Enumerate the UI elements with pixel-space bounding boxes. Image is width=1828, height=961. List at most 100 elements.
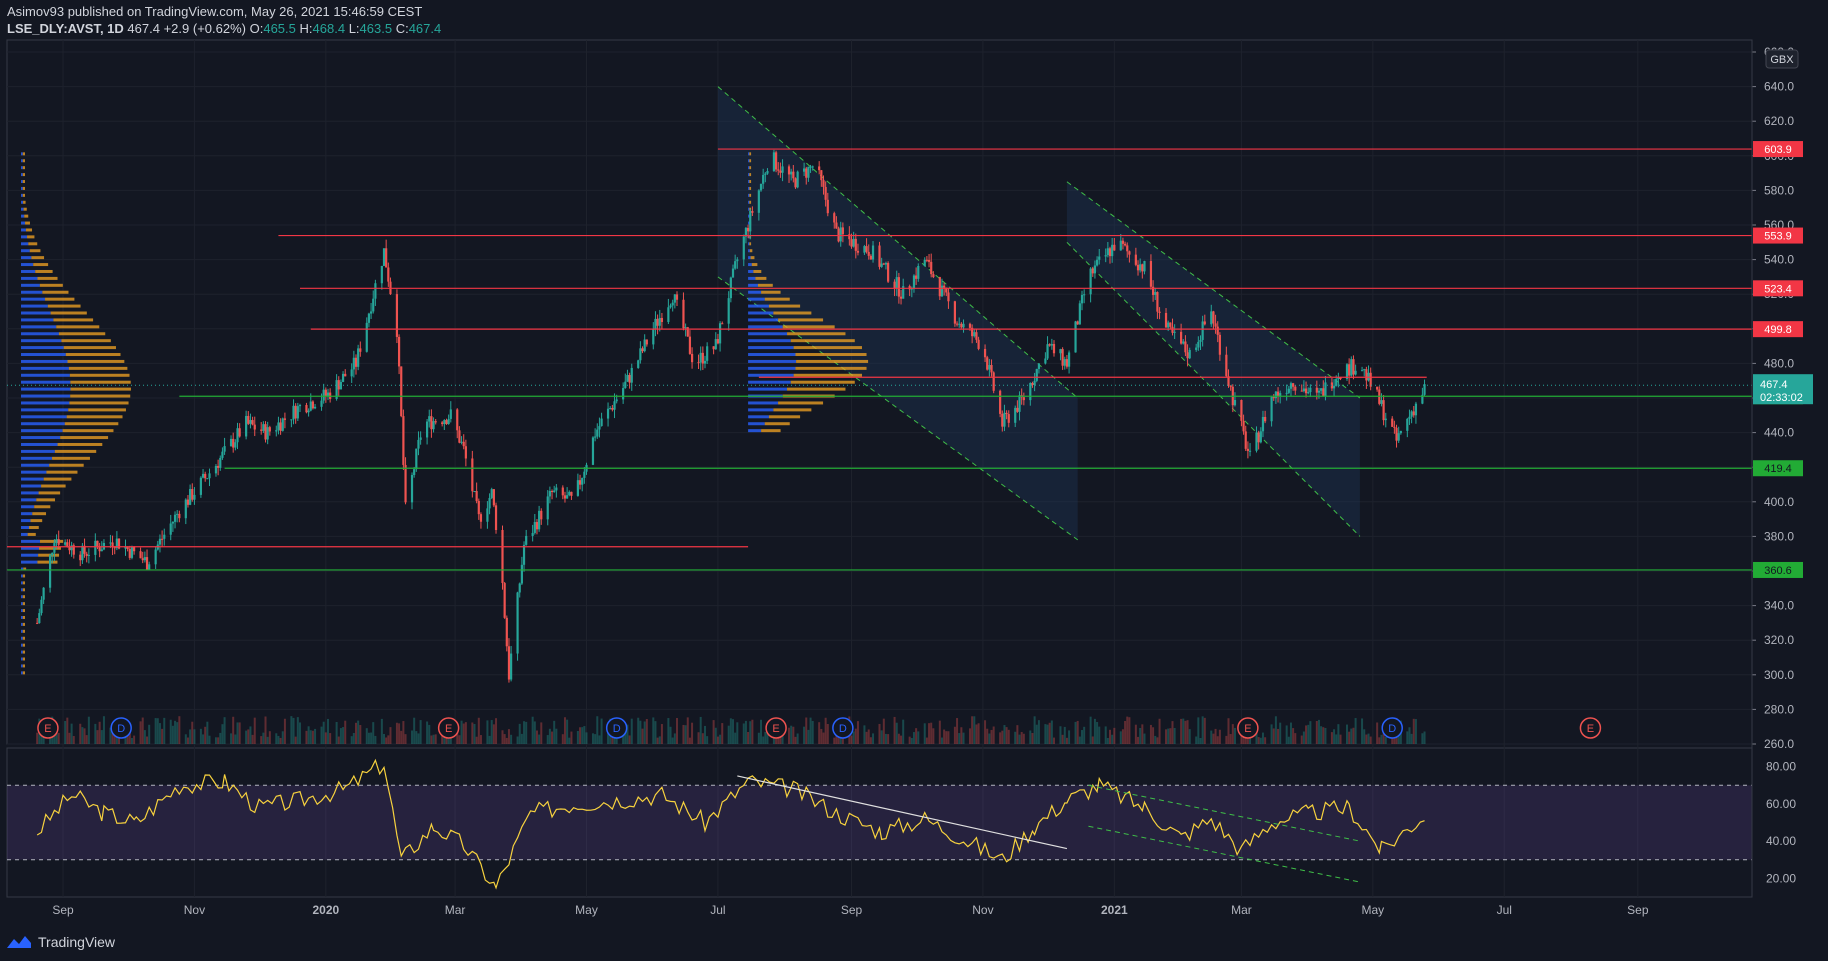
volume-bar	[400, 730, 403, 744]
volume-bar	[796, 733, 799, 744]
candle-body	[1376, 386, 1379, 390]
candle-body	[596, 429, 599, 437]
volume-bar	[387, 735, 390, 744]
volume-bar	[335, 721, 338, 744]
candle-body	[669, 305, 672, 308]
candle-body	[518, 583, 521, 593]
volume-profile-bar	[748, 346, 794, 350]
volume-bar	[154, 718, 157, 744]
candle-body	[1395, 427, 1398, 441]
volume-profile-bar	[764, 422, 790, 426]
volume-bar	[1184, 720, 1187, 744]
volume-bar	[260, 736, 263, 744]
candle-body	[762, 174, 765, 184]
candle-body	[1382, 400, 1385, 421]
volume-bar	[296, 717, 299, 744]
volume-bar	[742, 723, 745, 744]
volume-bar	[1203, 717, 1206, 744]
candle-body	[204, 473, 207, 479]
candle-body	[1279, 393, 1282, 397]
symbol-label[interactable]: LSE_DLY:AVST, 1D	[7, 21, 124, 36]
volume-bar	[355, 722, 357, 744]
volume-bar	[669, 726, 672, 744]
volume-profile-bar	[21, 159, 23, 163]
volume-profile-bar	[21, 449, 55, 453]
volume-profile-bar	[21, 249, 30, 253]
candle-body	[1216, 326, 1219, 335]
volume-bar	[910, 737, 913, 744]
candle-body	[546, 496, 549, 520]
volume-bar	[628, 735, 631, 744]
volume-bar	[415, 731, 418, 744]
volume-bar	[1350, 728, 1353, 744]
volume-bar	[1289, 722, 1292, 744]
volume-bar	[1210, 730, 1213, 744]
volume-bar	[87, 716, 90, 744]
candle-body	[262, 424, 265, 431]
candle-body	[1151, 286, 1155, 295]
candle-body	[117, 538, 121, 549]
volume-profile-bar	[22, 622, 25, 626]
volume-bar	[639, 720, 642, 744]
volume-bar	[790, 725, 793, 744]
candle-body	[721, 323, 724, 325]
candle-body	[787, 166, 791, 175]
volume-profile-bar	[42, 290, 69, 294]
candle-body	[382, 248, 386, 266]
candle-body	[380, 265, 383, 284]
volume-bar	[1128, 717, 1131, 744]
candle-body	[173, 514, 177, 522]
volume-bar	[990, 729, 993, 744]
volume-bar	[1317, 719, 1320, 744]
volume-bar	[1339, 734, 1342, 744]
volume-profile-bar	[21, 394, 71, 398]
volume-bar	[704, 725, 706, 744]
tradingview-logo[interactable]: TradingView	[6, 934, 115, 950]
channel-line-lower-2	[1066, 241, 1361, 537]
volume-bar	[775, 736, 778, 744]
volume-bar	[1380, 734, 1383, 744]
volume-profile-bar	[21, 463, 50, 467]
volume-bar	[992, 726, 995, 744]
volume-profile-bar	[748, 366, 796, 370]
volume-profile-bar	[58, 332, 106, 336]
candle-body	[690, 353, 694, 363]
candle-body	[397, 336, 401, 367]
volume-profile-bar	[45, 297, 75, 301]
volume-bar	[561, 734, 564, 744]
volume-bar	[1287, 736, 1290, 744]
volume-bar	[747, 732, 750, 744]
candle-body	[223, 446, 226, 452]
volume-bar	[370, 732, 373, 744]
volume-profile-bar	[748, 387, 788, 391]
volume-bar	[141, 717, 144, 744]
candle-body	[654, 318, 657, 330]
candle-body	[395, 294, 399, 337]
volume-bar	[826, 723, 829, 744]
volume-bar	[1274, 716, 1277, 744]
volume-bar	[706, 736, 709, 744]
candle-body	[245, 415, 248, 437]
volume-profile-bar	[21, 228, 26, 232]
candle-body	[128, 548, 131, 558]
volume-bar	[249, 726, 252, 744]
volume-bar	[971, 716, 974, 744]
volume-bar	[1309, 721, 1312, 744]
volume-profile-bar	[21, 512, 33, 516]
volume-bar	[247, 729, 250, 744]
volume-profile-bar	[773, 408, 812, 412]
level-label-text: 360.6	[1764, 565, 1792, 577]
candle-body	[372, 298, 375, 312]
volume-bar	[156, 718, 159, 744]
candle-body	[656, 318, 659, 326]
candle-body	[83, 545, 86, 554]
candle-body	[818, 166, 821, 171]
volume-bar	[1029, 730, 1032, 744]
candle-body	[522, 544, 526, 565]
volume-bar	[766, 726, 769, 744]
candle-body	[1380, 400, 1383, 404]
candle-body	[85, 553, 88, 556]
volume-bar	[477, 717, 480, 744]
volume-bar	[882, 718, 885, 744]
